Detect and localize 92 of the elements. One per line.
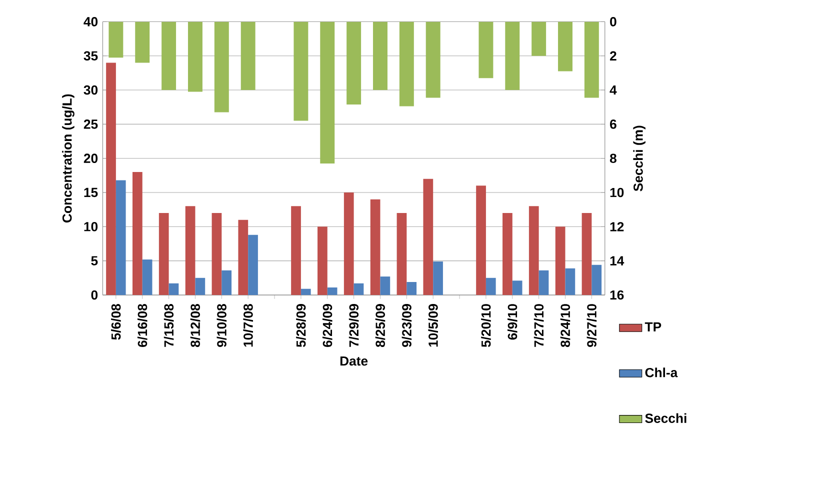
y2-tick-label: 4 (610, 85, 617, 94)
bar (512, 280, 522, 295)
bar (162, 21, 176, 90)
bar (592, 264, 602, 295)
y-tick-label: 30 (84, 85, 98, 94)
bar (185, 206, 196, 295)
bar (380, 276, 390, 295)
y-tick-label: 10 (84, 222, 98, 232)
x-tick-label: 5/6/08 (111, 304, 121, 340)
bar (532, 21, 546, 56)
bar (108, 21, 124, 58)
bar (399, 21, 414, 106)
bar (584, 21, 599, 98)
bar (538, 270, 549, 295)
bar (423, 178, 434, 295)
bar (406, 282, 417, 295)
y-tick-label: 5 (91, 256, 98, 266)
bar (582, 212, 592, 295)
bar (486, 278, 496, 295)
bar (565, 268, 576, 295)
x-tick-label: 5/20/10 (481, 304, 491, 347)
x-tick-label: 9/10/08 (216, 304, 227, 347)
bar (195, 278, 206, 295)
bar (116, 180, 126, 295)
bar (238, 220, 248, 295)
x-tick-label: 8/25/09 (375, 304, 386, 347)
y-tick-label: 40 (84, 16, 98, 26)
y-tick-label: 25 (84, 119, 98, 129)
bar (248, 234, 258, 295)
x-tick-label: 8/24/10 (560, 304, 570, 347)
bar (478, 21, 494, 78)
y-axis-title: Concentration (ug/L) (62, 94, 74, 222)
bar (291, 206, 301, 295)
bar (373, 21, 388, 90)
y2-tick-label: 14 (610, 256, 624, 266)
bar (528, 206, 539, 295)
x-tick-label: 8/12/08 (190, 304, 200, 347)
legend-label: Secchi (645, 413, 686, 423)
x-tick-label: 7/29/09 (348, 304, 359, 347)
bar (240, 21, 256, 90)
bar (346, 21, 362, 104)
bar (222, 270, 232, 295)
bar (300, 288, 311, 295)
y-tick-label: 15 (84, 188, 98, 197)
y2-tick-label: 0 (610, 16, 616, 26)
y-tick-label: 20 (84, 153, 98, 163)
bar (505, 21, 520, 90)
x-axis-title: Date (340, 356, 368, 366)
y-tick-label: 35 (84, 50, 98, 60)
bar (168, 283, 179, 295)
y2-tick-label: 8 (610, 153, 616, 163)
x-tick-label: 10/7/08 (243, 304, 253, 346)
x-tick-label: 9/23/09 (402, 304, 412, 347)
y2-axis-title: Secchi (m) (633, 126, 646, 191)
bar (188, 21, 202, 92)
bar (354, 283, 364, 295)
bar (433, 261, 443, 295)
x-tick-label: 6/24/09 (322, 304, 332, 347)
bar (320, 21, 335, 164)
bar (318, 226, 328, 295)
y2-tick-label: 2 (610, 51, 616, 60)
x-tick-label: 5/28/09 (296, 304, 306, 347)
bar (135, 21, 150, 62)
bar (555, 226, 566, 295)
bar (327, 287, 338, 295)
bar (426, 21, 440, 98)
bar (214, 21, 229, 112)
bar (344, 192, 354, 295)
x-tick-label: 7/27/10 (534, 304, 544, 347)
bar (476, 185, 486, 295)
y2-tick-label: 16 (610, 290, 624, 300)
legend-label: TP (644, 322, 662, 332)
x-tick-label: 6/9/10 (507, 304, 518, 340)
bar (158, 212, 169, 295)
bar (502, 212, 512, 295)
x-tick-label: 9/27/10 (586, 304, 597, 347)
bar (294, 21, 308, 121)
bar (142, 259, 152, 295)
x-tick-label: 6/16/08 (137, 304, 148, 347)
bar (106, 62, 116, 295)
y2-tick-label: 10 (610, 188, 624, 197)
bar (558, 21, 572, 71)
bar (370, 199, 380, 295)
bar (212, 212, 222, 295)
y2-tick-label: 12 (610, 222, 624, 232)
bar (396, 212, 407, 295)
legend-label: Chl-a (645, 367, 678, 378)
x-tick-label: 7/15/08 (164, 304, 174, 347)
y-tick-label: 0 (91, 290, 98, 300)
x-tick-label: 10/5/09 (428, 304, 438, 346)
y2-tick-label: 6 (610, 119, 616, 129)
bar (132, 172, 142, 295)
